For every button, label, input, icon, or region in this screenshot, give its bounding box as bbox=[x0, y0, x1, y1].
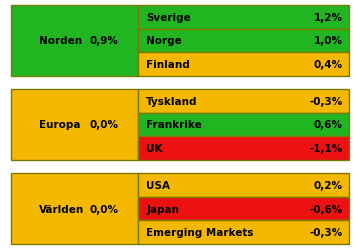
Bar bbox=[138, 220, 349, 244]
Text: -1,1%: -1,1% bbox=[310, 143, 343, 153]
Bar bbox=[138, 137, 349, 160]
Text: 0,0%: 0,0% bbox=[90, 120, 118, 130]
Bar bbox=[138, 30, 349, 53]
Text: Norden: Norden bbox=[39, 36, 82, 46]
Text: 0,0%: 0,0% bbox=[90, 204, 118, 214]
Text: Norge: Norge bbox=[146, 36, 182, 46]
Text: 0,4%: 0,4% bbox=[314, 60, 343, 70]
Bar bbox=[138, 174, 349, 197]
Text: Tyskland: Tyskland bbox=[146, 97, 198, 107]
Bar bbox=[138, 113, 349, 137]
Text: 0,9%: 0,9% bbox=[90, 36, 118, 46]
Text: -0,3%: -0,3% bbox=[310, 97, 343, 107]
Text: 0,2%: 0,2% bbox=[314, 180, 343, 190]
Text: USA: USA bbox=[146, 180, 170, 190]
Text: -0,6%: -0,6% bbox=[310, 204, 343, 214]
Bar bbox=[11, 174, 138, 244]
Bar bbox=[138, 53, 349, 76]
Text: Världen: Världen bbox=[39, 204, 84, 214]
Text: Europa: Europa bbox=[39, 120, 80, 130]
Text: 1,2%: 1,2% bbox=[314, 13, 343, 23]
Bar bbox=[138, 197, 349, 220]
Text: 0,6%: 0,6% bbox=[314, 120, 343, 130]
Text: Emerging Markets: Emerging Markets bbox=[146, 227, 254, 237]
Text: UK: UK bbox=[146, 143, 163, 153]
Bar bbox=[138, 6, 349, 30]
Bar bbox=[138, 90, 349, 113]
Bar bbox=[11, 6, 138, 76]
Text: -0,3%: -0,3% bbox=[310, 227, 343, 237]
Text: Sverige: Sverige bbox=[146, 13, 191, 23]
Text: Finland: Finland bbox=[146, 60, 190, 70]
Text: Japan: Japan bbox=[146, 204, 179, 214]
Bar bbox=[11, 90, 138, 160]
Text: Frankrike: Frankrike bbox=[146, 120, 202, 130]
Text: 1,0%: 1,0% bbox=[314, 36, 343, 46]
